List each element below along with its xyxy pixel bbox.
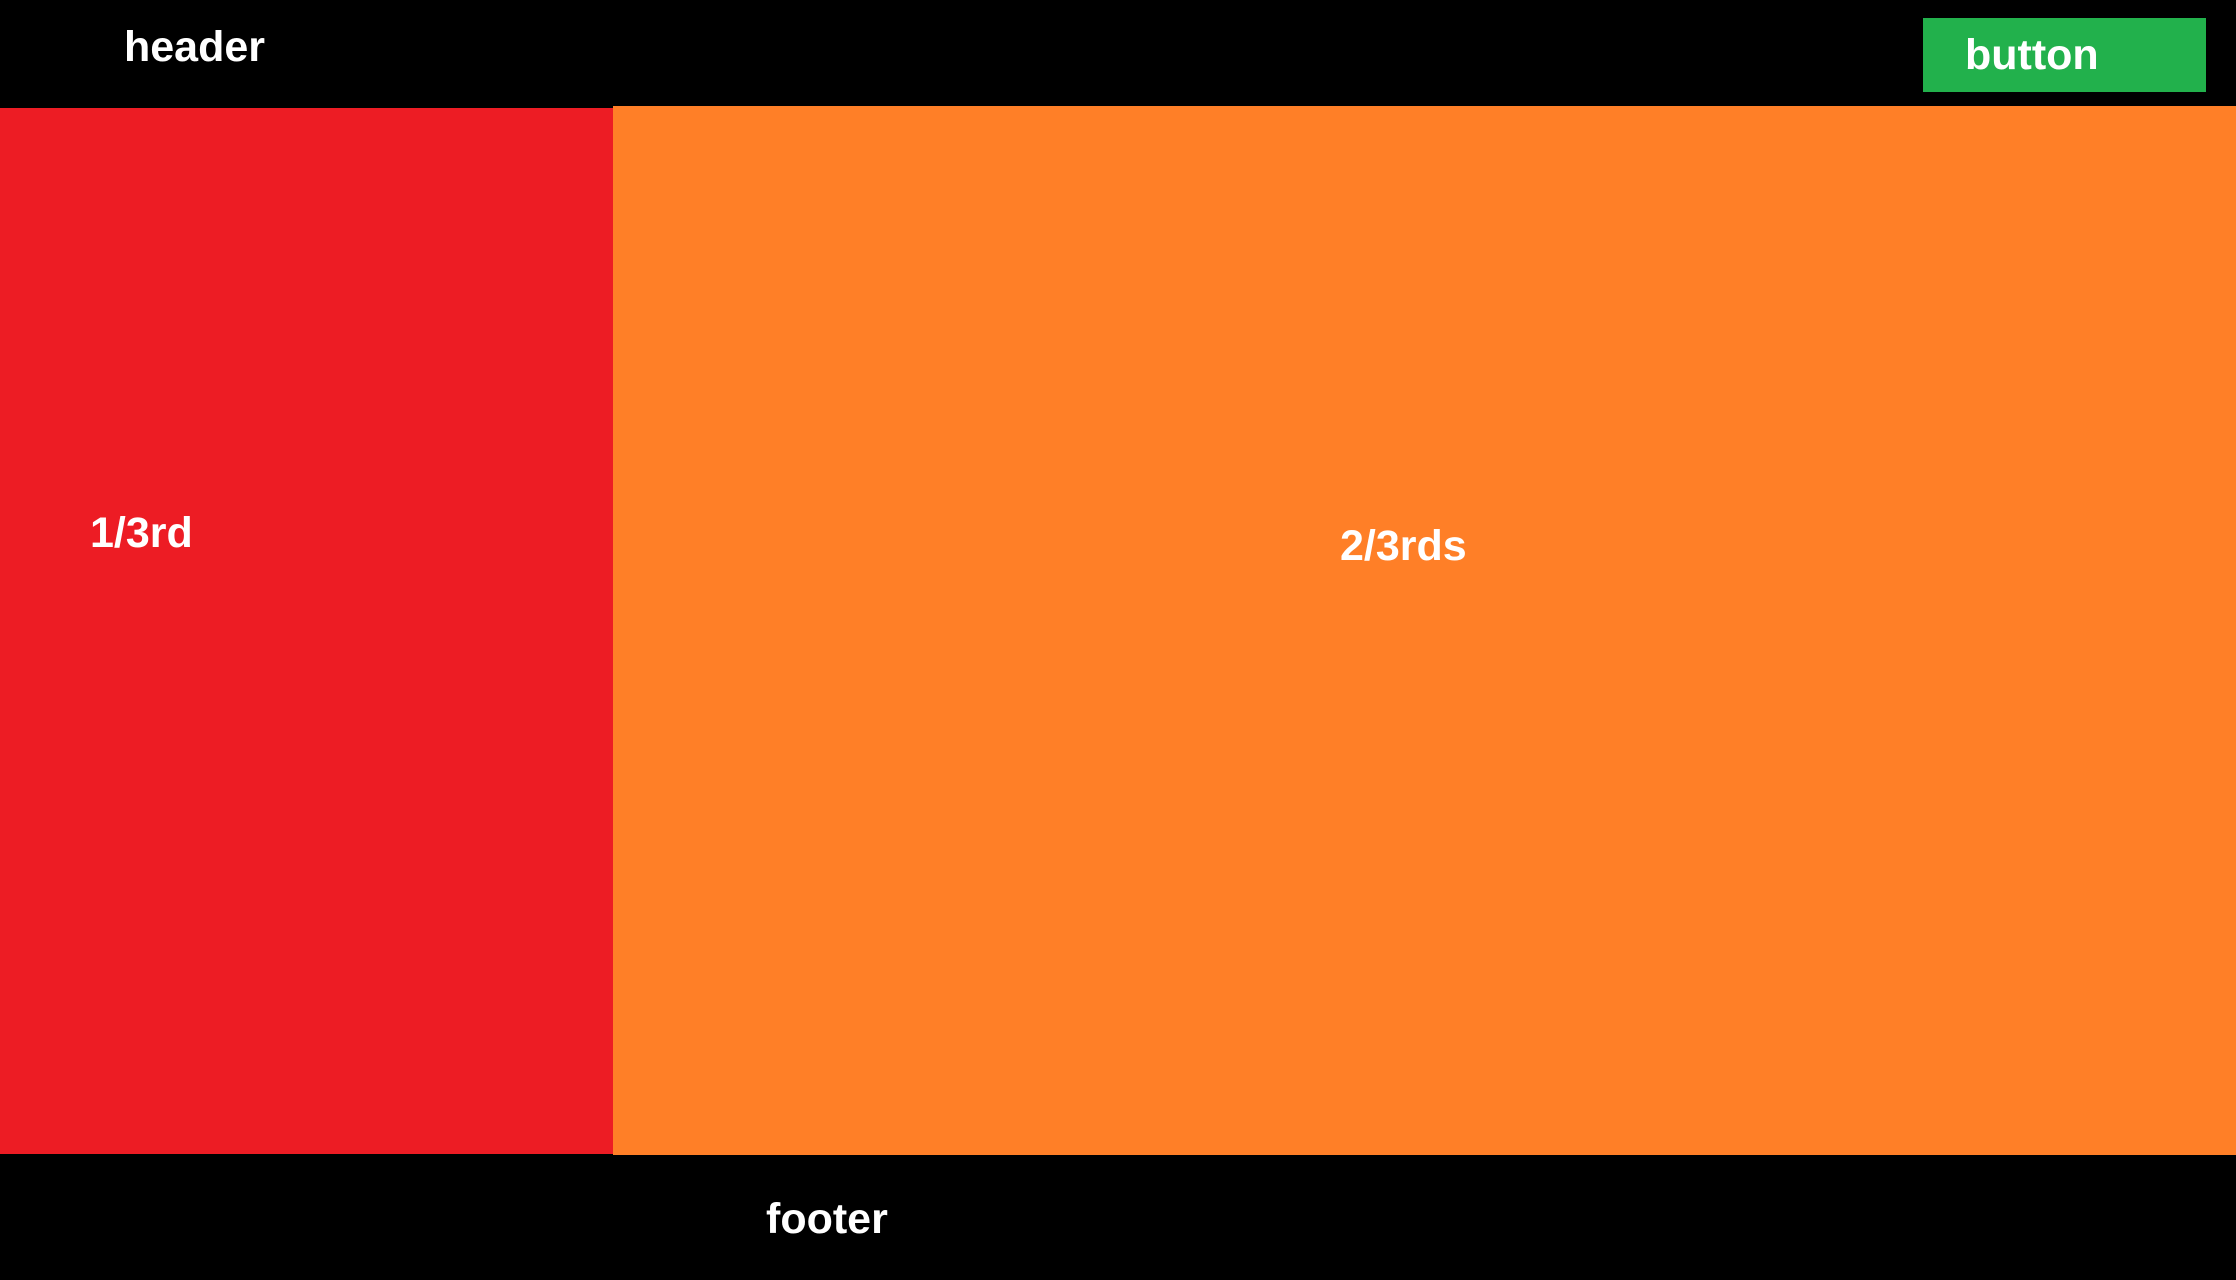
right-panel: 2/3rds	[613, 106, 2236, 1155]
right-panel-label: 2/3rds	[1340, 522, 1467, 570]
footer-label: footer	[766, 1195, 888, 1243]
header-title: header	[124, 23, 266, 71]
header-bar: header button	[0, 0, 2236, 108]
footer-bar: footer	[0, 1155, 2236, 1280]
left-panel: 1/3rd	[0, 108, 613, 1154]
header-button[interactable]: button	[1923, 18, 2206, 92]
left-panel-label: 1/3rd	[90, 509, 193, 557]
